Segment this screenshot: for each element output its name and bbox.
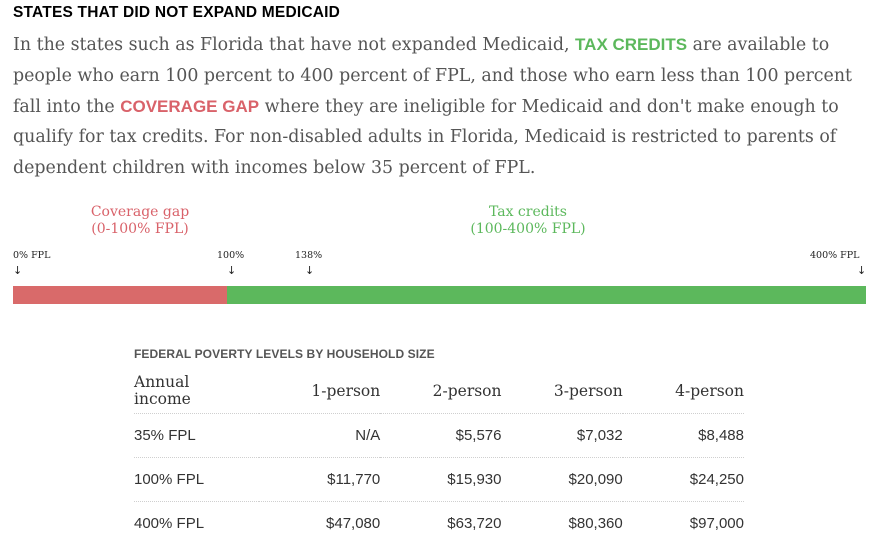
tax-credits-label: Tax credits (100-400% FPL) xyxy=(428,204,628,238)
row-label: 400% FPL xyxy=(134,502,259,545)
table-cell: N/A xyxy=(259,414,380,458)
coverage-gap-range: (0-100% FPL) xyxy=(60,221,220,238)
header-line-2: income xyxy=(134,390,191,408)
tax-credits-highlight: TAX CREDITS xyxy=(575,35,687,54)
tax-credits-range: (100-400% FPL) xyxy=(428,221,628,238)
tick-label-138: 138% xyxy=(295,250,322,262)
table-cell: $11,770 xyxy=(259,458,380,502)
table-cell: $97,000 xyxy=(623,502,744,545)
tick-arrow-0-icon: ↓ xyxy=(13,265,22,277)
explanation-paragraph: In the states such as Florida that have … xyxy=(13,30,875,184)
header-1-person: 1-person xyxy=(259,369,380,414)
table-cell: $63,720 xyxy=(380,502,501,545)
tick-label-0: 0% FPL xyxy=(13,250,50,262)
tick-arrow-100-icon: ↓ xyxy=(227,265,236,277)
table-row: 35% FPL N/A $5,576 $7,032 $8,488 xyxy=(134,414,744,458)
tick-arrow-400-icon: ↓ xyxy=(857,265,866,277)
table-cell: $8,488 xyxy=(623,414,744,458)
header-line-1: Annual xyxy=(134,373,189,391)
coverage-gap-title: Coverage gap xyxy=(60,204,220,221)
coverage-gap-bar xyxy=(13,286,227,304)
header-2-person: 2-person xyxy=(380,369,501,414)
tax-credits-bar xyxy=(227,286,866,304)
coverage-gap-label: Coverage gap (0-100% FPL) xyxy=(60,204,220,238)
header-4-person: 4-person xyxy=(623,369,744,414)
coverage-gap-highlight: COVERAGE GAP xyxy=(120,97,259,116)
header-3-person: 3-person xyxy=(502,369,623,414)
tick-label-100: 100% xyxy=(217,250,244,262)
table-cell: $24,250 xyxy=(623,458,744,502)
table-title: FEDERAL POVERTY LEVELS BY HOUSEHOLD SIZE xyxy=(134,347,435,361)
table-cell: $80,360 xyxy=(502,502,623,545)
paragraph-text-1: In the states such as Florida that have … xyxy=(13,35,575,55)
table-row: 100% FPL $11,770 $15,930 $20,090 $24,250 xyxy=(134,458,744,502)
table-cell: $5,576 xyxy=(380,414,501,458)
table-cell: $7,032 xyxy=(502,414,623,458)
tax-credits-title: Tax credits xyxy=(428,204,628,221)
table-row: 400% FPL $47,080 $63,720 $80,360 $97,000 xyxy=(134,502,744,545)
row-label: 100% FPL xyxy=(134,458,259,502)
table-cell: $47,080 xyxy=(259,502,380,545)
tick-arrow-138-icon: ↓ xyxy=(305,265,314,277)
section-heading: STATES THAT DID NOT EXPAND MEDICAID xyxy=(13,4,340,22)
row-label: 35% FPL xyxy=(134,414,259,458)
table-cell: $15,930 xyxy=(380,458,501,502)
tick-label-400: 400% FPL xyxy=(810,250,859,262)
table-cell: $20,090 xyxy=(502,458,623,502)
